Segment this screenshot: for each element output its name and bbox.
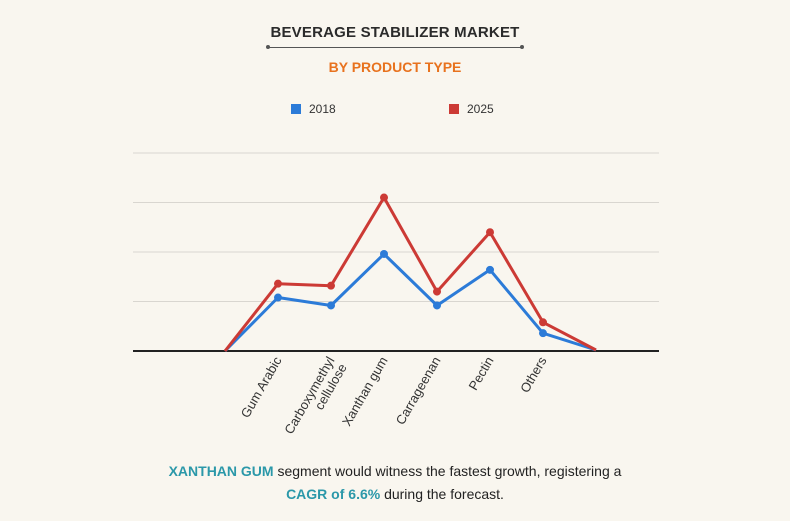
legend-swatch-2025 — [449, 104, 459, 114]
category-label-line: Carrageenan — [393, 354, 444, 427]
point-2025-2 — [327, 281, 335, 290]
series-line-2018 — [223, 252, 597, 353]
legend-item-2018: 2018 — [291, 102, 336, 116]
category-label-line: Others — [517, 354, 550, 396]
category-label-4: Carrageenan — [393, 354, 444, 427]
title-underline-dot-left — [266, 45, 270, 49]
footer-highlight-cagr: CAGR of 6.6% — [286, 486, 381, 502]
category-label-5: Pectin — [466, 354, 497, 393]
footer-text-2: during the forecast. — [380, 486, 504, 502]
point-2018-2 — [327, 301, 335, 310]
point-2025-3 — [380, 193, 388, 202]
point-2025-5 — [486, 228, 494, 237]
point-2025-6 — [539, 318, 547, 327]
category-label-line: Pectin — [466, 354, 497, 393]
title-underline — [266, 45, 524, 49]
point-2018-5 — [486, 265, 494, 274]
category-label-2: Carboxymethylcellulose — [281, 354, 350, 444]
legend-label-2025: 2025 — [467, 102, 494, 116]
point-2018-6 — [539, 329, 547, 338]
category-label-line: Gum Arabic — [238, 354, 285, 421]
category-label-3: Xanthan gum — [339, 354, 391, 428]
point-2018-1 — [274, 293, 282, 302]
point-2025-4 — [433, 287, 441, 296]
legend-label-2018: 2018 — [309, 102, 336, 116]
footer-highlight-segment: XANTHAN GUM — [168, 463, 274, 479]
point-2018-3 — [380, 249, 388, 258]
chart-title: BEVERAGE STABILIZER MARKET — [270, 24, 520, 41]
footer-text-1: segment would witness the fastest growth… — [273, 463, 622, 479]
category-label-1: Gum Arabic — [238, 354, 285, 421]
category-label-line: Xanthan gum — [339, 354, 391, 428]
series-line-2025 — [223, 196, 597, 352]
category-label-6: Others — [517, 354, 550, 396]
footer-line-2: CAGR of 6.6% during the forecast. — [0, 486, 790, 502]
point-2018-4 — [433, 301, 441, 310]
title-underline-dot-right — [520, 45, 524, 49]
legend-item-2025: 2025 — [449, 102, 494, 116]
chart-subtitle: BY PRODUCT TYPE — [328, 59, 462, 75]
footer-line-1: XANTHAN GUM segment would witness the fa… — [0, 463, 790, 479]
point-2025-1 — [274, 279, 282, 288]
legend-swatch-2018 — [291, 104, 301, 114]
